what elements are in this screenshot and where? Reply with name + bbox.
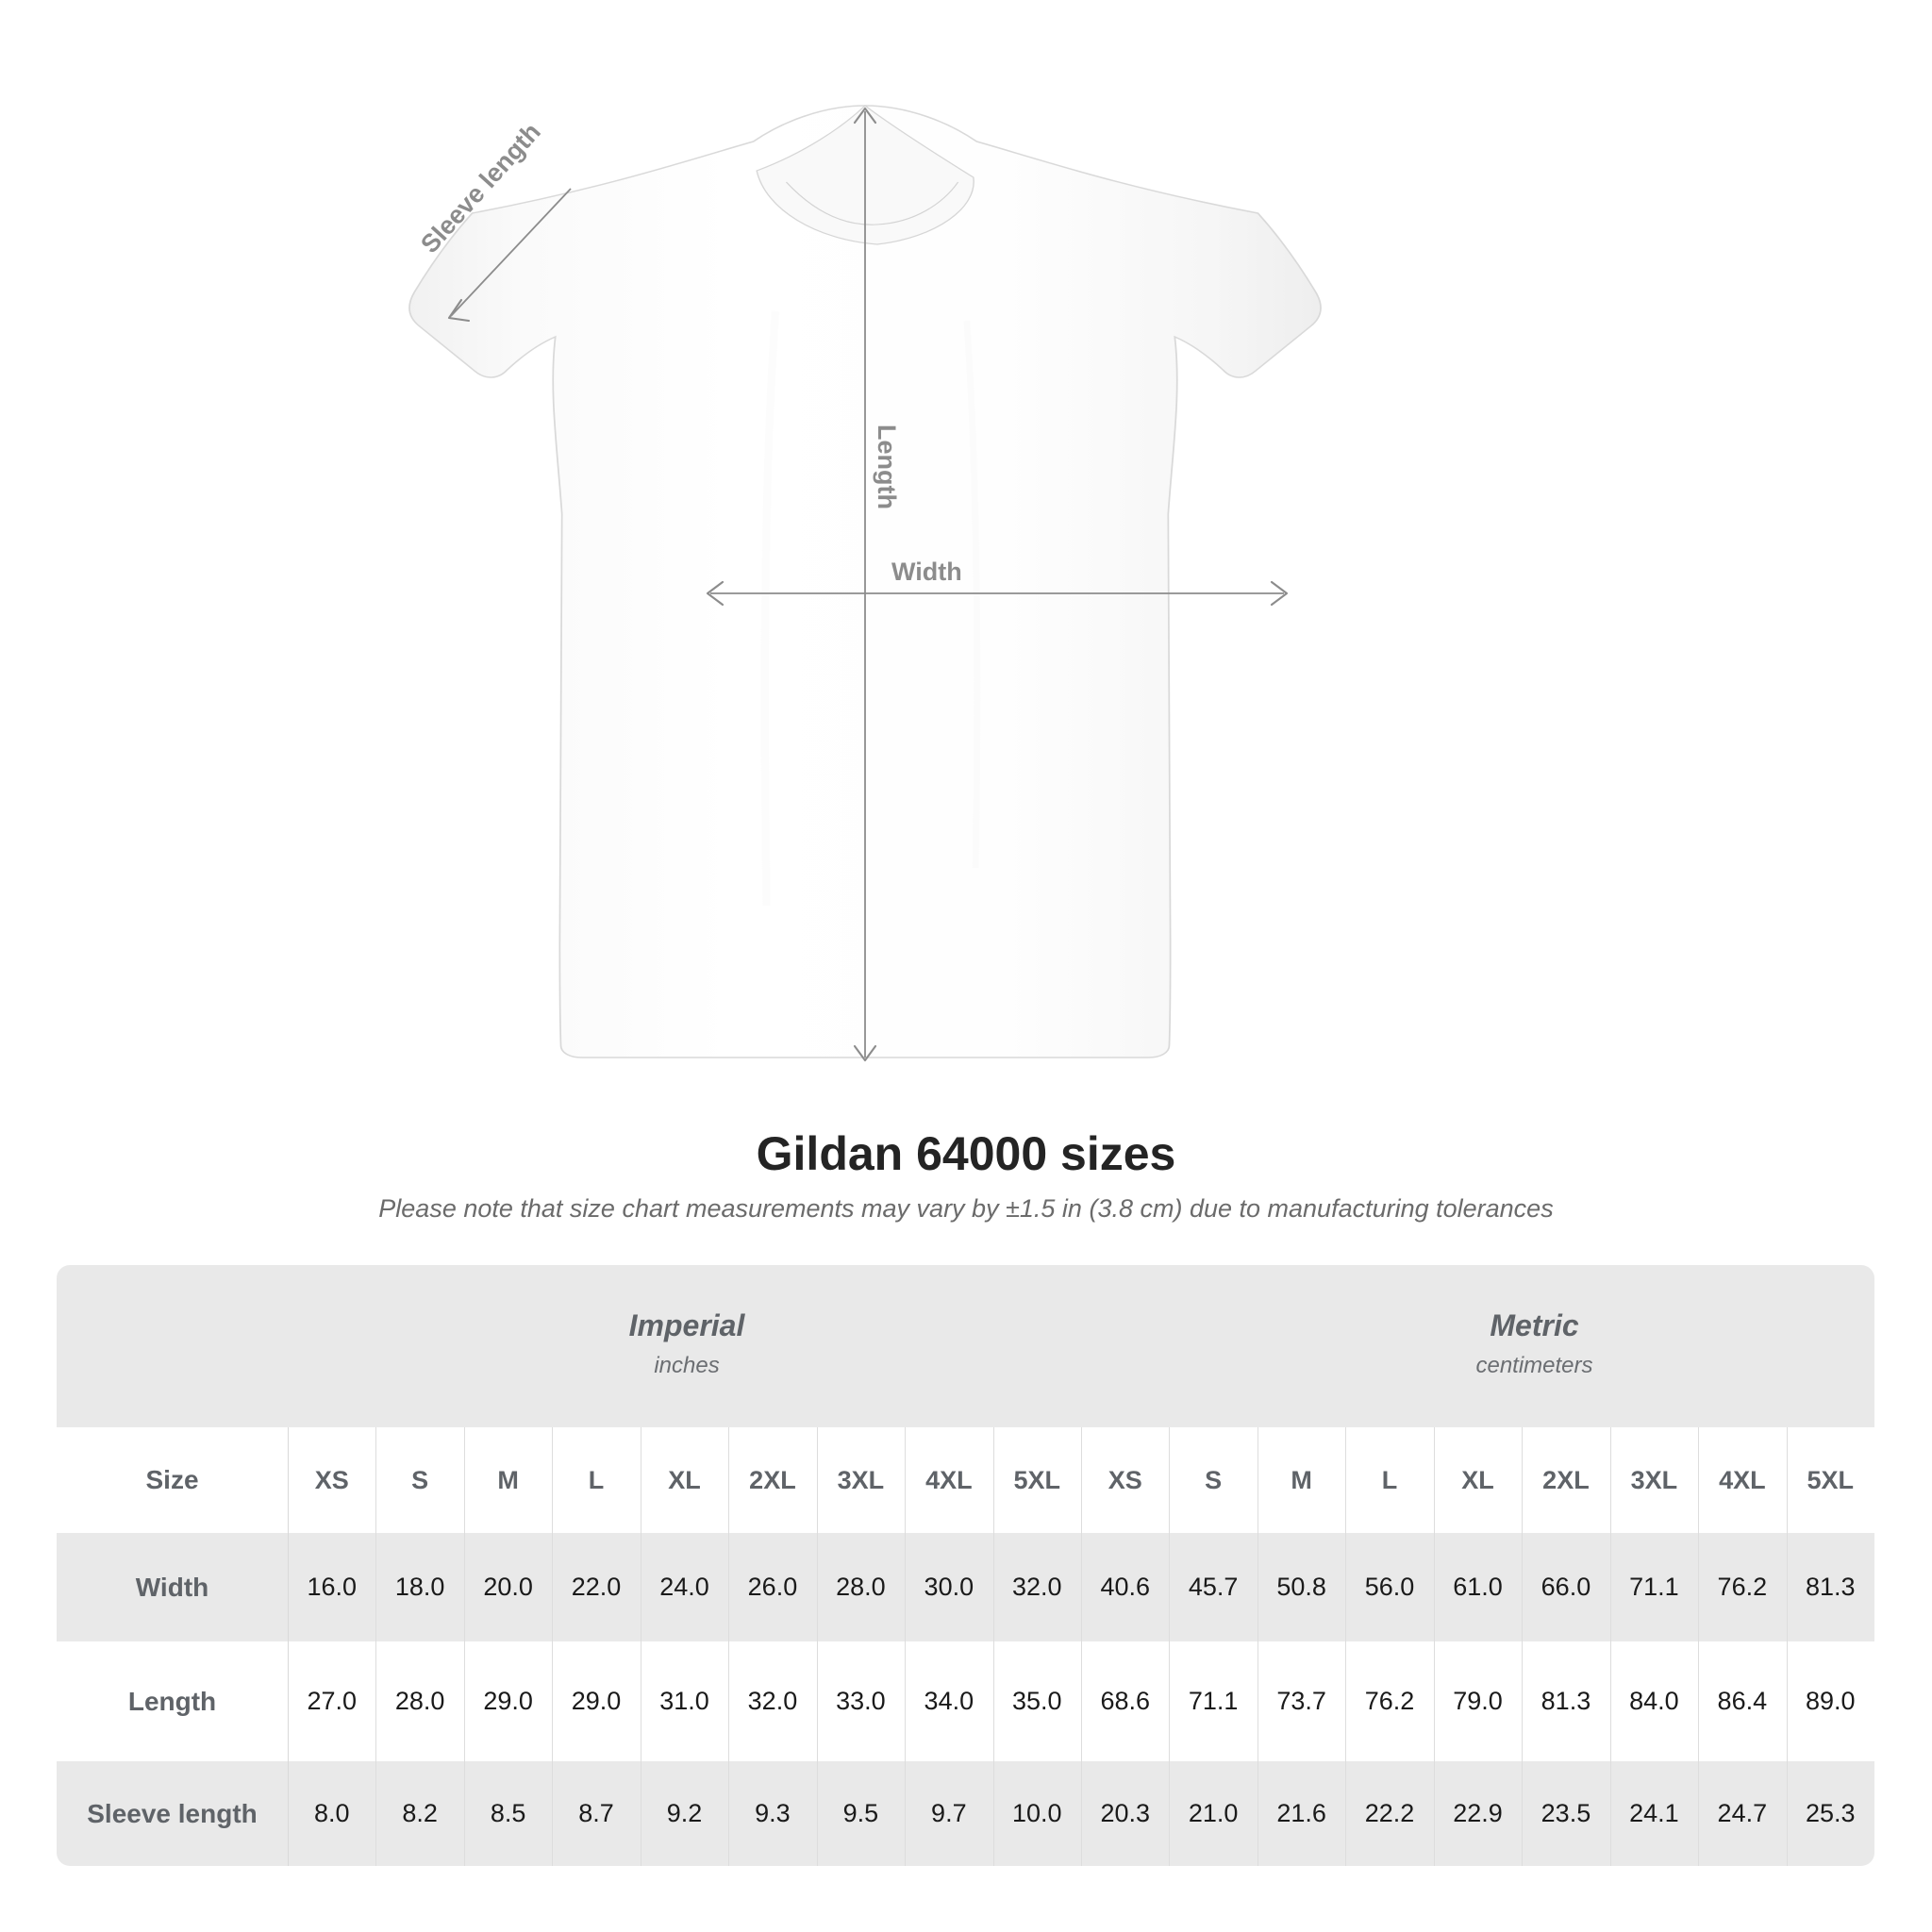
svg-text:Length: Length bbox=[873, 425, 901, 509]
svg-text:Width: Width bbox=[891, 558, 962, 586]
